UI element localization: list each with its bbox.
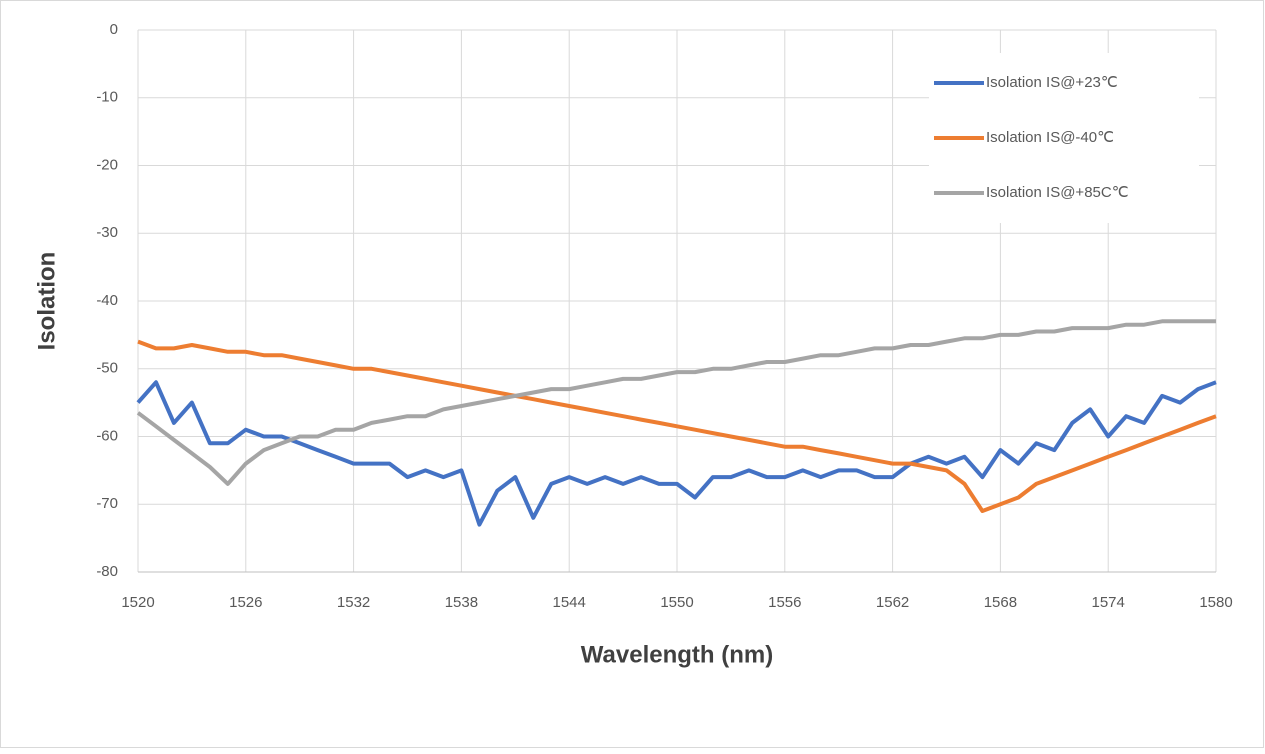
legend-label: Isolation IS@+23℃ <box>986 74 1118 91</box>
x-tick-label: 1574 <box>1092 594 1125 611</box>
x-tick-label: 1580 <box>1199 594 1232 611</box>
x-tick-label: 1520 <box>121 594 154 611</box>
series-line <box>137 339 1217 513</box>
x-tick-label: 1562 <box>876 594 909 611</box>
y-tick-label: -80 <box>96 563 118 580</box>
x-tick-label: 1544 <box>553 594 586 611</box>
legend-label: Isolation IS@-40℃ <box>986 129 1114 146</box>
x-axis-title: Wavelength (nm) <box>581 641 773 668</box>
y-tick-label: -50 <box>96 360 118 377</box>
y-tick-label: -60 <box>96 427 118 444</box>
y-tick-label: -10 <box>96 89 118 106</box>
y-tick-label: -20 <box>96 156 118 173</box>
series-line <box>136 319 1216 486</box>
y-tick-label: -30 <box>96 224 118 241</box>
y-tick-label: -70 <box>96 495 118 512</box>
y-tick-label: -40 <box>96 292 118 309</box>
y-axis-title: Isolation <box>33 252 60 351</box>
x-tick-label: 1550 <box>660 594 693 611</box>
series-line <box>136 380 1217 527</box>
x-tick-label: 1538 <box>445 594 478 611</box>
y-tick-label: 0 <box>110 21 118 38</box>
x-tick-label: 1526 <box>229 594 262 611</box>
x-tick-label: 1532 <box>337 594 370 611</box>
x-tick-label: 1556 <box>768 594 801 611</box>
legend-label: Isolation IS@+85C℃ <box>986 184 1129 201</box>
x-tick-label: 1568 <box>984 594 1017 611</box>
